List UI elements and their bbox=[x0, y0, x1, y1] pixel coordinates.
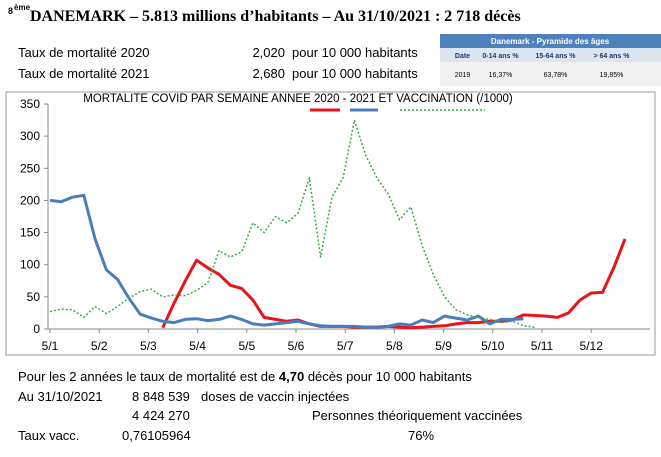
footer-doses-label: doses de vaccin injectées bbox=[201, 389, 350, 404]
footer-text: Pour les 2 années le taux de mortalité e… bbox=[18, 369, 472, 384]
y-tick-label: 300 bbox=[20, 129, 40, 143]
x-tick-label: 5/6 bbox=[288, 339, 305, 353]
x-tick-label: 5/8 bbox=[386, 339, 403, 353]
x-tick-label: 5/5 bbox=[238, 339, 255, 353]
table-header: Date bbox=[455, 53, 470, 60]
y-tick-label: 200 bbox=[20, 193, 40, 207]
x-tick-label: 5/10 bbox=[481, 339, 505, 353]
footer-bold: 4,70 bbox=[279, 369, 304, 384]
stat-value: 2,020 bbox=[252, 45, 285, 60]
title-number: 8 bbox=[8, 6, 13, 16]
y-tick-label: 250 bbox=[20, 161, 40, 175]
x-tick-label: 5/1 bbox=[42, 339, 59, 353]
table-header: > 64 ans % bbox=[594, 53, 631, 60]
x-tick-label: 5/9 bbox=[435, 339, 452, 353]
footer-rate-pct: 76% bbox=[408, 428, 434, 443]
y-tick-label: 350 bbox=[20, 97, 40, 111]
y-tick-label: 0 bbox=[33, 322, 40, 336]
table-head-bg bbox=[440, 48, 661, 62]
x-tick-label: 5/7 bbox=[337, 339, 354, 353]
x-tick-label: 5/3 bbox=[140, 339, 157, 353]
table-cell: 2019 bbox=[455, 72, 471, 79]
footer-rate: 0,76105964 bbox=[122, 428, 191, 443]
footer-pre: Pour les 2 années le taux de mortalité e… bbox=[18, 369, 279, 384]
y-tick-label: 50 bbox=[27, 290, 41, 304]
footer-rate-label: Taux vacc. bbox=[18, 428, 79, 443]
footer-persons-label: Personnes théoriquement vaccinées bbox=[312, 408, 523, 423]
x-tick-label: 5/4 bbox=[189, 339, 206, 353]
footer-date: Au 31/10/2021 bbox=[18, 389, 103, 404]
x-tick-label: 5/2 bbox=[91, 339, 108, 353]
x-tick-label: 5/12 bbox=[580, 339, 604, 353]
stat-label: Taux de mortalité 2020 bbox=[18, 45, 150, 60]
table-title-bg bbox=[440, 34, 661, 48]
footer-persons: 4 424 270 bbox=[132, 408, 190, 423]
table-cell: 16,37% bbox=[489, 72, 513, 79]
table-header: 0-14 ans % bbox=[482, 53, 519, 60]
y-tick-label: 100 bbox=[20, 258, 40, 272]
title-sup: ème bbox=[14, 3, 31, 12]
chart-frame bbox=[5, 91, 656, 356]
title: DANEMARK – 5.813 millions d’habitants – … bbox=[30, 8, 521, 25]
stat-unit: pour 10 000 habitants bbox=[292, 66, 418, 81]
series-line bbox=[49, 119, 535, 328]
table-cell: 19,85% bbox=[600, 72, 624, 79]
table-cell: 63,78% bbox=[544, 72, 568, 79]
footer-post: décès pour 10 000 habitants bbox=[304, 369, 472, 384]
y-tick-label: 150 bbox=[20, 226, 40, 240]
chart-title: MORTALITE COVID PAR SEMAINE ANNEE 2020 -… bbox=[83, 93, 513, 105]
stat-unit: pour 10 000 habitants bbox=[292, 45, 418, 60]
age-table: Danemark - Pyramide des âges bbox=[440, 34, 661, 86]
table-title: Danemark - Pyramide des âges bbox=[491, 37, 610, 46]
table-row-bg bbox=[440, 62, 661, 86]
footer-doses: 8 848 539 bbox=[132, 389, 190, 404]
x-tick-label: 5/11 bbox=[531, 339, 554, 353]
stat-label: Taux de mortalité 2021 bbox=[18, 66, 150, 81]
stat-value: 2,680 bbox=[252, 66, 285, 81]
table-header: 15-64 ans % bbox=[535, 53, 576, 60]
series-line bbox=[161, 238, 627, 330]
